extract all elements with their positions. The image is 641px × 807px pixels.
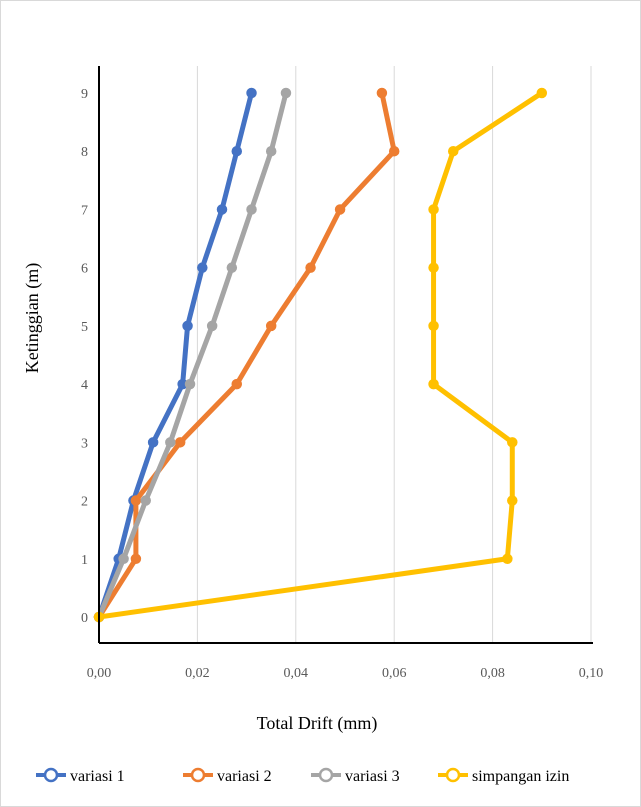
legend-item: simpangan izin <box>438 767 569 785</box>
x-tick-label: 0,02 <box>185 666 210 681</box>
legend-label: variasi 1 <box>70 768 125 785</box>
gridlines <box>196 66 592 643</box>
x-tick-label: 0,08 <box>480 666 505 681</box>
legend-item: variasi 3 <box>311 767 400 785</box>
data-point <box>334 204 346 215</box>
series-simpangan-izin <box>93 87 548 623</box>
series-variasi-2 <box>93 87 400 623</box>
x-tick-label: 0,04 <box>284 666 309 681</box>
data-point <box>231 145 243 157</box>
y-tick-label: 1 <box>81 553 88 568</box>
x-tick-labels: 0,00 0,02 0,04 0,06 0,08 0,10 <box>87 666 604 681</box>
data-point <box>140 495 151 506</box>
data-point <box>507 495 518 506</box>
legend-label: simpangan izin <box>472 768 569 785</box>
data-point <box>536 87 548 99</box>
data-point <box>428 262 439 273</box>
y-tick-label: 8 <box>81 145 88 160</box>
data-point <box>428 204 439 215</box>
data-point <box>182 320 193 332</box>
legend-item: variasi 1 <box>36 767 125 785</box>
legend-marker <box>445 767 461 783</box>
legend-marker <box>43 767 59 783</box>
legend-label: variasi 3 <box>345 768 400 785</box>
data-point <box>197 262 208 273</box>
data-point <box>147 437 159 448</box>
series-line <box>96 90 289 620</box>
series-line <box>96 90 255 620</box>
data-point <box>376 87 388 99</box>
data-point <box>246 204 257 215</box>
data-point <box>447 145 459 157</box>
data-point <box>130 495 142 506</box>
data-point <box>130 553 142 565</box>
data-point <box>184 378 196 390</box>
series-variasi-1 <box>93 87 257 623</box>
legend-marker <box>318 767 334 783</box>
x-tick-label: 0,10 <box>579 666 604 681</box>
data-point <box>216 204 228 215</box>
data-point <box>265 320 277 332</box>
data-point <box>507 437 518 448</box>
data-point <box>231 378 243 390</box>
data-point <box>206 320 218 332</box>
data-point <box>428 320 439 332</box>
y-tick-label: 3 <box>81 436 88 451</box>
legend-marker <box>190 767 206 783</box>
y-tick-label: 9 <box>81 87 88 102</box>
y-tick-label: 7 <box>81 203 88 218</box>
x-tick-label: 0,00 <box>87 666 112 681</box>
legend-item: variasi 2 <box>183 767 272 785</box>
data-point <box>246 87 257 99</box>
data-point <box>226 262 238 273</box>
y-tick-label: 4 <box>81 378 88 393</box>
data-point <box>388 145 400 157</box>
data-point <box>280 87 292 99</box>
y-tick-label: 6 <box>81 262 88 277</box>
data-point <box>265 145 277 157</box>
series-line <box>96 90 545 620</box>
data-point <box>502 553 513 565</box>
x-tick-label: 0,06 <box>382 666 407 681</box>
y-tick-label: 5 <box>81 320 88 335</box>
y-tick-label: 0 <box>81 611 88 626</box>
data-point <box>118 553 129 565</box>
series-variasi-3 <box>93 87 292 623</box>
legend: variasi 1 variasi 2 variasi 3 simpangan izi… <box>36 767 569 785</box>
data-point <box>174 437 186 448</box>
y-tick-labels: 0 1 2 3 4 5 6 7 8 9 <box>81 87 88 626</box>
data-point <box>305 262 316 273</box>
y-axis-title: Ketinggian (m) <box>22 263 43 373</box>
data-point <box>428 378 439 390</box>
x-axis-title: Total Drift (mm) <box>257 713 378 734</box>
data-point <box>165 437 176 448</box>
y-tick-label: 2 <box>81 495 88 510</box>
series-group <box>93 87 548 623</box>
series-line <box>96 90 397 620</box>
legend-label: variasi 2 <box>217 768 272 785</box>
